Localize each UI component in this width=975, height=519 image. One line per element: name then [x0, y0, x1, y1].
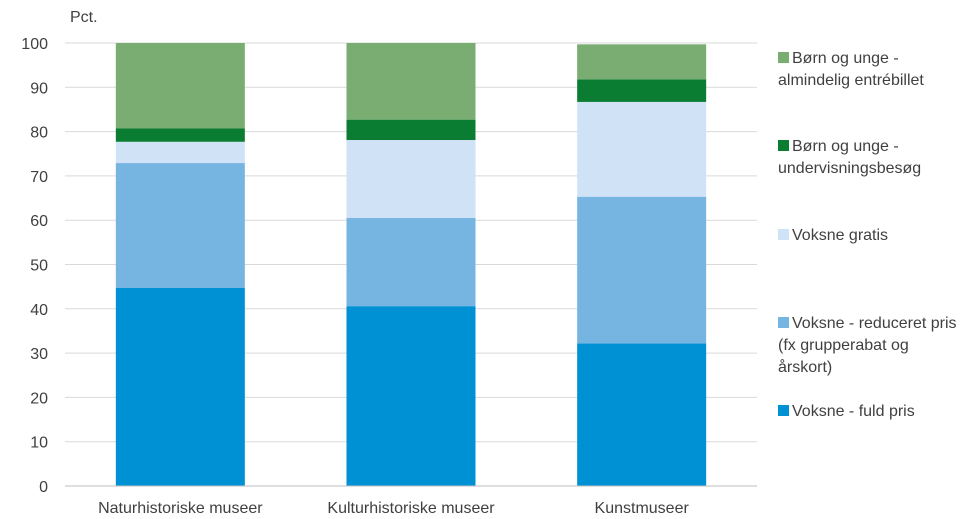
bar-segment-2-4 — [346, 119, 476, 141]
bar-segment-2-1 — [346, 306, 476, 486]
category-labels: Naturhistoriske museer Kulturhistoriske m… — [98, 500, 689, 517]
y-axis-unit-label: Pct. — [70, 9, 98, 26]
bar-segment-1-2 — [115, 163, 245, 288]
legend-label-line: årskort) — [778, 358, 832, 376]
bar-segment-3-1 — [577, 343, 707, 486]
y-tick-label: 20 — [30, 390, 48, 407]
legend-swatch-4 — [778, 140, 789, 151]
y-axis-ticks: 0 10 20 30 40 50 60 70 80 90 100 — [21, 36, 48, 496]
bar-segment-1-4 — [115, 128, 245, 142]
bar-segment-1-3 — [115, 141, 245, 164]
bar-segment-2-5 — [346, 43, 476, 120]
legend-label-line: Børn og unge - — [792, 138, 899, 155]
y-tick-label: 50 — [30, 258, 48, 275]
bar-segment-3-3 — [577, 101, 707, 197]
bar-segment-3-4 — [577, 79, 707, 102]
y-tick-label: 70 — [30, 169, 48, 186]
legend-swatch-5 — [778, 52, 789, 63]
legend-swatch-1 — [778, 405, 789, 416]
legend-label-line: Voksne - fuld pris — [792, 403, 915, 420]
bar-segment-3-2 — [577, 196, 707, 344]
y-tick-label: 40 — [30, 302, 48, 319]
x-category-label: Kulturhistoriske museer — [327, 500, 495, 517]
legend-swatch-2 — [778, 317, 789, 328]
y-tick-label: 90 — [30, 80, 48, 97]
legend-label-line: undervisningsbesøg — [778, 160, 921, 177]
y-tick-label: 80 — [30, 125, 48, 142]
bar-segment-1-5 — [115, 43, 245, 129]
y-tick-label: 100 — [21, 36, 48, 53]
y-tick-label: 0 — [39, 479, 48, 496]
bar-segments — [115, 43, 707, 486]
x-category-label: Kunstmuseer — [595, 500, 690, 517]
y-tick-label: 60 — [30, 213, 48, 230]
legend-label-line: Børn og unge - — [792, 50, 899, 67]
legend-label-line: (fx grupperabat og — [778, 337, 909, 354]
legend-label-line: Voksne - reduceret pris — [792, 315, 957, 332]
x-category-label: Naturhistoriske museer — [98, 500, 263, 517]
legend: Børn og unge - almindelig entrébillet Børn… — [778, 50, 957, 420]
bar-segment-2-3 — [346, 140, 476, 218]
y-tick-label: 10 — [30, 435, 48, 452]
bar-segment-2-2 — [346, 217, 476, 307]
bar-segment-3-5 — [577, 44, 707, 80]
legend-swatch-3 — [778, 229, 789, 240]
legend-label-line: almindelig entrébillet — [778, 72, 924, 89]
legend-label-line: Voksne gratis — [792, 227, 888, 244]
y-tick-label: 30 — [30, 346, 48, 363]
bar-segment-1-1 — [115, 287, 245, 486]
